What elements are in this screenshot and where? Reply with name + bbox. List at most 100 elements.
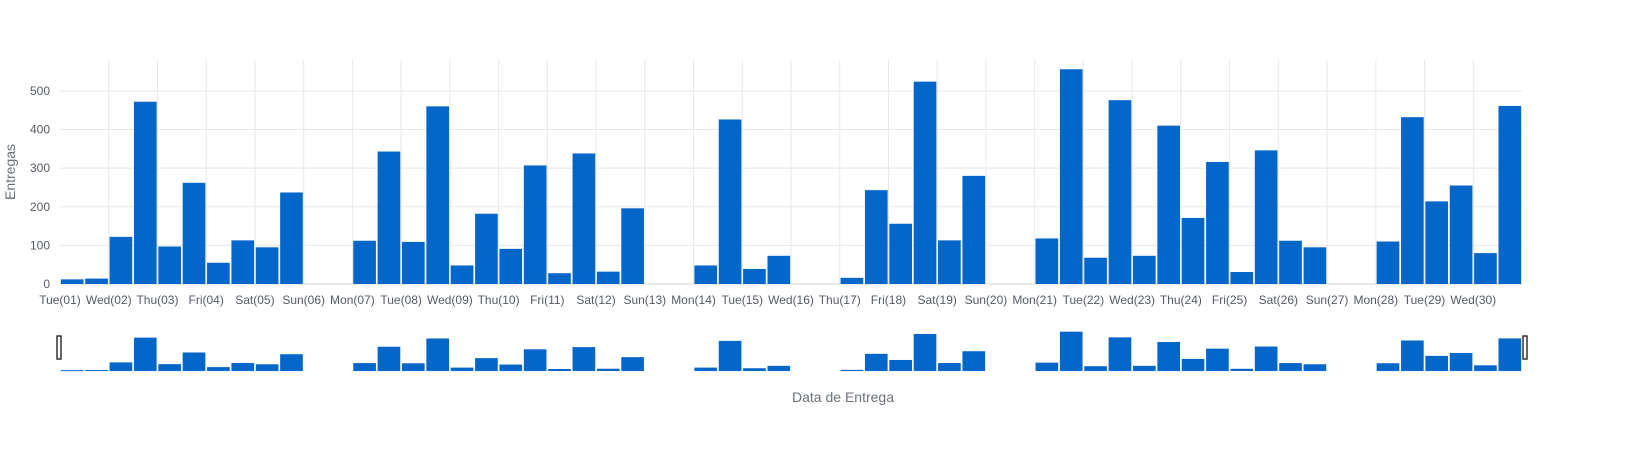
range-slider[interactable] [56,331,1528,372]
bar[interactable] [1132,255,1156,284]
slider-bar [962,351,986,371]
slider-bar [1279,363,1302,371]
bar[interactable] [353,240,376,284]
bar[interactable] [1498,105,1522,284]
bar[interactable] [840,277,864,284]
bar[interactable] [718,119,742,284]
bar[interactable] [1254,150,1278,284]
slider-bar [182,352,206,371]
bar[interactable] [743,268,766,284]
x-tick-label: Wed(09) [427,293,473,307]
bar[interactable] [889,223,912,284]
x-tick-label: Thu(03) [136,293,178,307]
bar[interactable] [864,190,888,284]
bar[interactable] [231,240,255,284]
bar[interactable] [548,273,571,284]
bar[interactable] [1303,247,1327,284]
bar[interactable] [1376,241,1400,284]
slider-bar [1449,352,1473,371]
slider-bar [1230,368,1254,371]
bar[interactable] [938,240,961,284]
x-tick-label: Sat(12) [576,293,615,307]
y-tick-label: 0 [43,277,50,291]
x-tick-label: Sat(19) [918,293,957,307]
bar[interactable] [475,213,498,284]
bar[interactable] [1181,217,1205,284]
x-tick-label: Tue(15) [721,293,763,307]
bar[interactable] [1059,69,1083,284]
bar[interactable] [158,246,181,284]
slider-bar [840,369,864,371]
x-tick-label: Thu(24) [1160,293,1202,307]
bar[interactable] [913,81,937,284]
bar[interactable] [1401,117,1424,284]
bar[interactable] [109,236,133,284]
slider-bar [280,354,303,371]
bar[interactable] [694,265,718,284]
slider-bar [913,333,937,371]
bar[interactable] [499,248,523,284]
slider-bar [1303,364,1327,371]
bar[interactable] [767,255,791,284]
bar[interactable] [572,153,596,284]
bar[interactable] [596,271,620,284]
bar[interactable] [280,192,303,284]
slider-bar [207,367,230,371]
x-tick-label: Sat(05) [235,293,274,307]
slider-bar [1376,363,1400,371]
bar[interactable] [962,175,986,284]
range-slider-right-handle[interactable] [1522,335,1528,360]
y-axis-ticks: 0 100 200 300 400 500 [30,84,50,291]
bar[interactable] [1084,257,1107,284]
slider-bar [548,369,571,371]
bar[interactable] [1230,272,1254,284]
grid [60,60,1522,285]
bar[interactable] [426,106,450,285]
slider-bar [596,368,620,371]
bar[interactable] [1279,240,1302,284]
slider-bar [1401,340,1424,371]
bar[interactable] [450,265,474,284]
slider-bar [1084,366,1107,371]
bar[interactable] [255,247,279,284]
bar[interactable] [523,165,547,284]
x-tick-label: Sun(06) [282,293,325,307]
bar[interactable] [207,262,230,284]
x-tick-label: Mon(07) [330,293,375,307]
slider-bar [231,363,255,371]
x-tick-label: Tue(29) [1404,293,1446,307]
slider-bar [1474,365,1497,371]
x-tick-label: Tue(01) [39,293,81,307]
range-slider-left-handle[interactable] [56,335,62,360]
x-tick-label: Wed(16) [768,293,814,307]
y-tick-label: 500 [30,84,50,98]
bar[interactable] [401,241,425,284]
bar[interactable] [377,151,401,284]
bar[interactable] [1425,201,1449,284]
bar[interactable] [60,279,84,284]
bar[interactable] [1035,238,1059,284]
slider-bar [109,362,133,371]
bar[interactable] [85,278,108,284]
bar[interactable] [182,182,206,284]
slider-bar [158,364,181,371]
bar[interactable] [1206,161,1229,284]
slider-bar [1254,346,1278,371]
slider-bar [60,370,84,372]
slider-bar [353,363,376,371]
bar[interactable] [133,101,157,284]
x-tick-label: Fri(18) [871,293,906,307]
slider-bar [475,358,498,371]
bar[interactable] [1474,253,1497,284]
slider-bar [1181,358,1205,371]
slider-bar [85,370,108,372]
bar[interactable] [1157,125,1181,284]
bar[interactable] [1449,185,1473,284]
bar[interactable] [1108,100,1132,284]
bar[interactable] [621,208,644,284]
slider-bar [1035,362,1059,371]
slider-bar [694,367,718,371]
x-tick-label: Wed(23) [1109,293,1155,307]
slider-bar [255,364,279,371]
